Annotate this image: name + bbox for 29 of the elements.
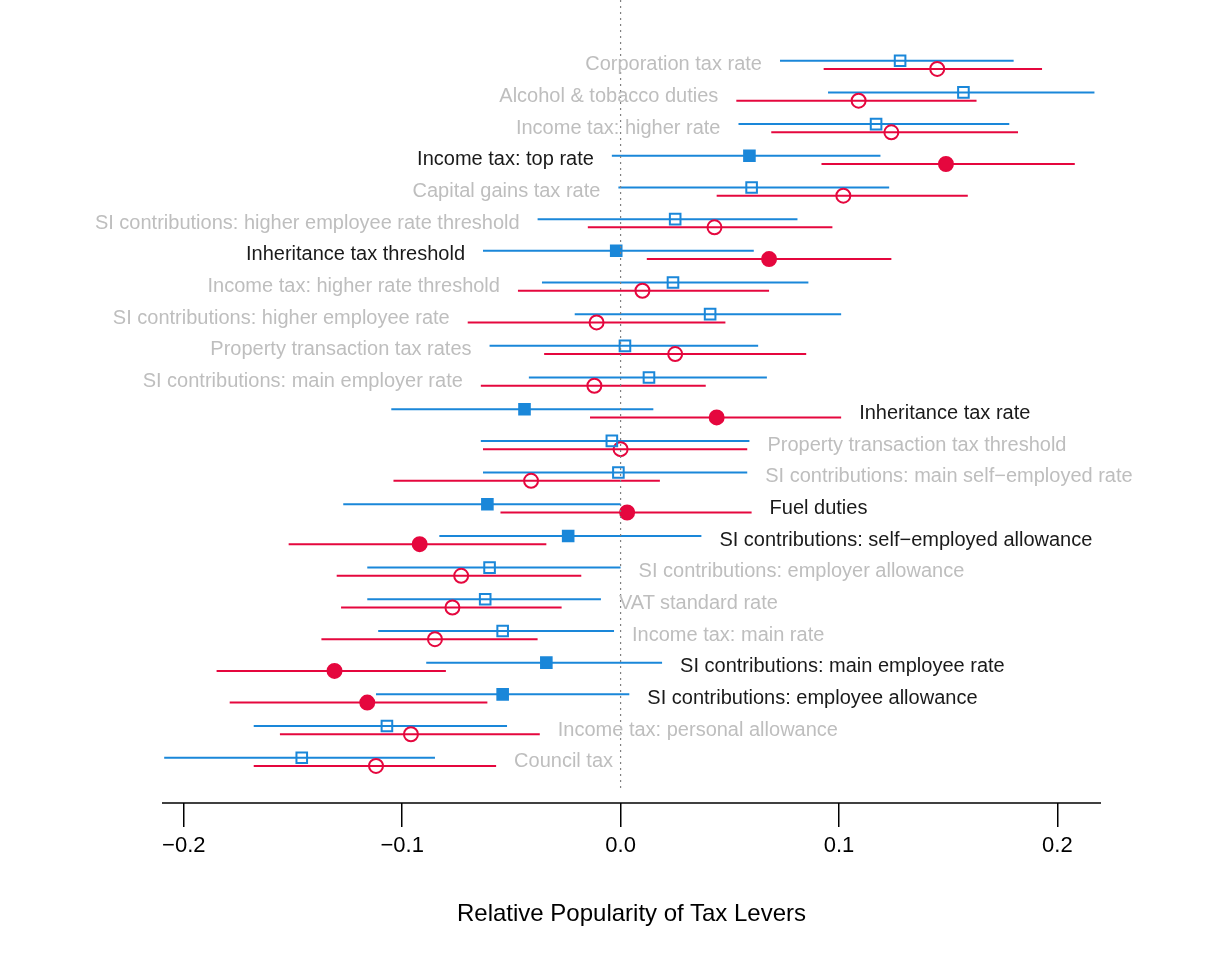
x-tick-label: 0.0 bbox=[605, 832, 636, 858]
y-tick-label: Capital gains tax rate bbox=[412, 179, 601, 202]
y-tick-label: Property transaction tax threshold bbox=[767, 432, 1067, 455]
y-tick-label: Fuel duties bbox=[769, 495, 868, 518]
y-tick-label: SI contributions: main self−employed rate bbox=[765, 464, 1133, 487]
y-tick-label: Corporation tax rate bbox=[585, 52, 762, 75]
y-tick-label: SI contributions: main employee rate bbox=[680, 654, 1005, 677]
x-tick-label: 0.1 bbox=[823, 832, 855, 858]
y-tick-label: Income tax: personal allowance bbox=[557, 717, 838, 740]
x-tick-label: −0.1 bbox=[380, 832, 424, 858]
y-tick-label: SI contributions: employer allowance bbox=[638, 559, 965, 582]
y-tick-label: Inheritance tax rate bbox=[859, 400, 1031, 423]
y-tick-label: SI contributions: main employer rate bbox=[142, 369, 463, 392]
y-tick-label: Council tax bbox=[514, 749, 614, 772]
x-axis-title: Relative Popularity of Tax Levers bbox=[456, 899, 807, 927]
y-tick-label: Income tax: main rate bbox=[632, 622, 825, 645]
y-tick-label: Income tax: higher rate bbox=[515, 115, 721, 138]
y-tick-label: SI contributions: self−employed allowance bbox=[719, 527, 1093, 550]
y-tick-label: Property transaction tax rates bbox=[210, 337, 472, 360]
y-tick-label: Alcohol & tobacco duties bbox=[499, 84, 719, 107]
y-tick-label: Inheritance tax threshold bbox=[245, 242, 466, 265]
y-tick-label: Income tax: higher rate threshold bbox=[207, 274, 500, 297]
x-tick-label: 0.2 bbox=[1042, 832, 1073, 858]
y-tick-label: SI contributions: higher employee rate bbox=[112, 305, 450, 328]
x-tick-label: −0.2 bbox=[162, 832, 206, 858]
y-tick-label: Income tax: top rate bbox=[417, 147, 594, 170]
y-tick-label: SI contributions: employee allowance bbox=[647, 685, 978, 708]
y-tick-label: VAT standard rate bbox=[618, 590, 778, 613]
y-tick-label: SI contributions: higher employee rate threshold bbox=[94, 210, 520, 233]
